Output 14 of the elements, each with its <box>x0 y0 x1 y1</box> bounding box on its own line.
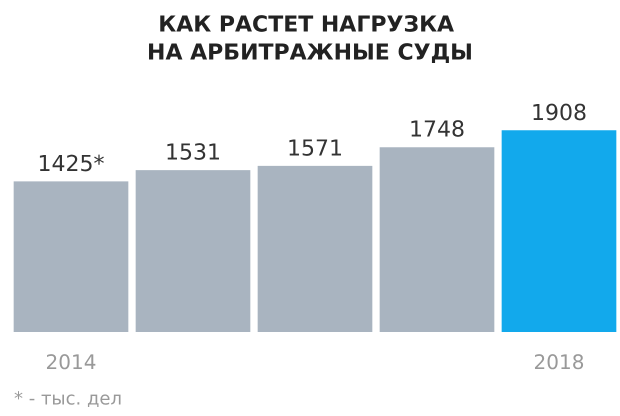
bar <box>502 130 616 332</box>
data-label: 1531 <box>165 140 221 166</box>
bar <box>258 166 372 332</box>
text: * - тыс. дел <box>14 388 122 410</box>
data-label: 1571 <box>287 136 343 162</box>
data-label: 1748 <box>409 118 465 143</box>
bar <box>136 170 250 332</box>
data-label: 1425* <box>38 152 104 177</box>
bar <box>380 147 494 332</box>
x-tick-label: 2018 <box>534 350 584 374</box>
data-label: 1908 <box>531 100 587 126</box>
bar <box>14 181 128 332</box>
chart-title: КАК РАСТЕТ НАГРУЗКА НА АРБИТРАЖНЫЕ СУДЫ <box>147 12 473 66</box>
x-tick-label: 2014 <box>46 350 96 374</box>
